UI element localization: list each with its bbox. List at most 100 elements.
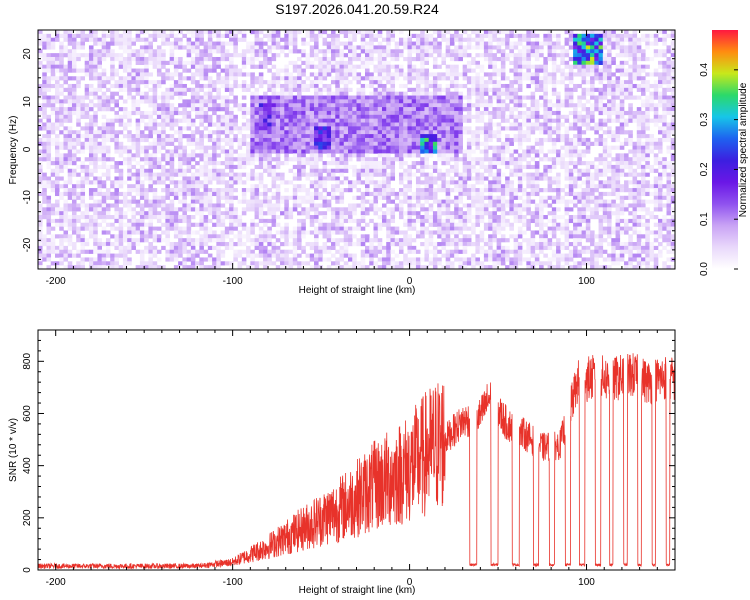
heatmap-cell <box>42 91 47 96</box>
heatmap-cell <box>415 56 421 62</box>
heatmap-cell <box>241 126 247 131</box>
heatmap-cell <box>322 107 328 112</box>
heatmap-cell <box>105 145 111 150</box>
heatmap-cell <box>46 60 52 65</box>
heatmap-cell <box>488 45 493 50</box>
heatmap-cell <box>207 45 213 50</box>
heatmap-cell <box>271 103 277 108</box>
heatmap-cell <box>403 91 408 96</box>
heatmap-cell <box>437 76 442 81</box>
heatmap-cell <box>415 184 421 189</box>
heatmap-cell <box>156 149 162 154</box>
heatmap-cell <box>224 245 230 251</box>
heatmap-cell <box>343 64 349 69</box>
heatmap-cell <box>63 80 69 85</box>
heatmap-cell <box>437 218 442 224</box>
heatmap-cell <box>148 95 153 100</box>
heatmap-cell <box>118 211 124 216</box>
heatmap-cell <box>250 145 255 150</box>
heatmap-cell <box>182 134 187 139</box>
heatmap-cell <box>84 222 90 227</box>
heatmap-cell <box>38 126 43 131</box>
heatmap-cell <box>144 126 149 131</box>
heatmap-cell <box>169 118 175 123</box>
heatmap-cell <box>229 99 234 104</box>
heatmap-cell <box>475 76 480 81</box>
heatmap-cell <box>301 114 306 119</box>
heatmap-cell <box>63 33 69 38</box>
heatmap-cell <box>403 83 408 89</box>
heatmap-cell <box>254 49 260 54</box>
heatmap-cell <box>250 45 255 50</box>
heatmap-cell <box>105 157 111 162</box>
heatmap-cell <box>101 218 107 224</box>
heatmap-cell <box>326 153 332 158</box>
heatmap-cell <box>437 53 442 58</box>
heatmap-cell <box>314 137 319 143</box>
heatmap-cell <box>88 249 94 254</box>
heatmap-cell <box>301 261 306 266</box>
heatmap-cell <box>445 230 451 235</box>
heatmap-cell <box>390 145 396 150</box>
heatmap-cell <box>483 207 489 212</box>
heatmap-cell <box>454 226 459 231</box>
heatmap-cell <box>271 134 277 139</box>
heatmap-cell <box>76 76 81 81</box>
heatmap-cell <box>297 122 302 127</box>
heatmap-cell <box>445 134 451 139</box>
heatmap-cell <box>466 118 472 123</box>
heatmap-cell <box>169 215 175 220</box>
heatmap-cell <box>360 56 366 62</box>
heatmap-cell <box>186 141 192 146</box>
heatmap-cell <box>415 49 421 54</box>
heatmap-cell <box>118 141 124 146</box>
heatmap-cell <box>424 126 429 131</box>
heatmap-cell <box>360 95 366 100</box>
heatmap-cell <box>84 33 90 38</box>
heatmap-cell <box>254 30 260 35</box>
heatmap-cell <box>403 188 408 193</box>
heatmap-cell <box>331 245 336 251</box>
heatmap-cell <box>139 118 145 123</box>
heatmap-cell <box>292 242 298 247</box>
heatmap-cell <box>224 110 230 116</box>
heatmap-cell <box>462 180 468 185</box>
heatmap-cell <box>233 41 238 46</box>
heatmap-cell <box>246 145 251 150</box>
heatmap-cell <box>331 211 336 216</box>
heatmap-cell <box>343 168 349 173</box>
heatmap-cell <box>93 180 98 185</box>
heatmap-cell <box>462 64 468 69</box>
heatmap-cell <box>292 164 298 170</box>
heatmap-cell <box>483 164 489 170</box>
heatmap-cell <box>190 253 196 258</box>
heatmap-cell <box>364 110 370 116</box>
heatmap-cell <box>224 195 230 200</box>
heatmap-cell <box>352 134 357 139</box>
heatmap-cell <box>381 87 387 92</box>
heatmap-cell <box>331 222 336 227</box>
heatmap-cell <box>241 222 247 227</box>
heatmap-cell <box>135 172 141 177</box>
heatmap-cell <box>156 199 162 204</box>
heatmap-cell <box>449 91 455 96</box>
heatmap-cell <box>441 114 446 119</box>
heatmap-cell <box>343 234 349 239</box>
heatmap-cell <box>364 145 370 150</box>
heatmap-cell <box>148 184 153 189</box>
heatmap-cell <box>80 114 86 119</box>
heatmap-cell <box>483 137 489 143</box>
heatmap-cell <box>84 130 90 135</box>
heatmap-cell <box>241 199 247 204</box>
heatmap-cell <box>71 184 77 189</box>
heatmap-cell <box>186 45 192 50</box>
heatmap-cell <box>458 45 463 50</box>
heatmap-cell <box>131 184 136 189</box>
heatmap-cell <box>483 168 489 173</box>
heatmap-cell <box>407 203 413 208</box>
heatmap-cell <box>254 53 260 58</box>
heatmap-cell <box>76 141 81 146</box>
heatmap-cell <box>246 226 251 231</box>
heatmap-cell <box>415 118 421 123</box>
heatmap-cell <box>59 64 64 69</box>
